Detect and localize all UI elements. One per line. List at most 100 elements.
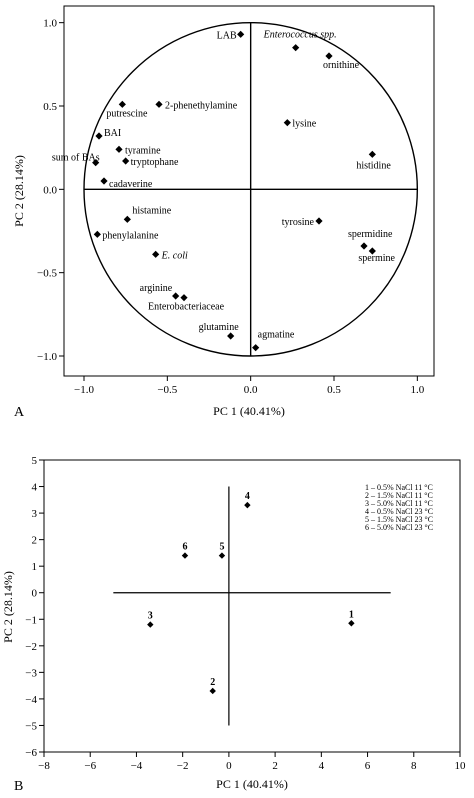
panel-a-point	[368, 150, 376, 158]
panel-a-point	[368, 247, 376, 255]
panel-a-x-axis-label: PC 1 (40.41%)	[213, 404, 285, 418]
panel-a-point-label: sum of BAs	[52, 153, 100, 164]
panel-b-x-axis-label: PC 1 (40.41%)	[216, 777, 288, 791]
panel-b-y-tick-label: 2	[32, 535, 38, 547]
panel-a-x-tick-label: 0.5	[327, 384, 341, 396]
panel-b-ticks	[39, 459, 461, 757]
panel-a-ticks	[59, 22, 418, 381]
panel-b-point-label: 1	[349, 609, 354, 620]
panel-b-point	[147, 621, 154, 628]
panel-a-x-tick-label: −1.0	[74, 384, 94, 396]
panel-b-point-label: 3	[148, 611, 153, 622]
panel-b-y-tick-label: 1	[32, 561, 38, 573]
panel-a-point	[172, 292, 180, 300]
panel-a-x-tick-label: −0.5	[157, 384, 177, 396]
panel-b-legend-entry: 3 – 5.0% NaCl 11 °C	[365, 499, 433, 508]
panel-b-y-tick-label: 4	[32, 482, 38, 494]
panel-b-y-tick-label: −2	[25, 641, 37, 653]
panel-b-point	[244, 501, 251, 509]
panel-b-plot-frame	[43, 459, 461, 753]
panel-b-legend-entry: 1 – 0.5% NaCl 11 °C	[365, 483, 433, 492]
panel-a-point-label: agmatine	[258, 330, 295, 341]
panel-a-points	[92, 30, 376, 352]
panel-b-y-axis-label: PC 2 (28.14%)	[1, 571, 15, 643]
panel-b-x-tick-label: −4	[131, 760, 143, 772]
panel-b-x-tick-label: −8	[38, 760, 50, 772]
panel-b-legend-entry: 4 – 0.5% NaCl 23 °C	[365, 507, 433, 516]
panel-a-y-tick-label: −1.0	[37, 351, 57, 363]
panel-b-point	[181, 552, 189, 559]
panel-a-x-tick-label: 0.0	[244, 384, 258, 396]
panel-b-y-tick-label: −1	[25, 614, 37, 626]
panel-b-x-tick-label: 0	[226, 760, 232, 772]
panel-b-x-tick-label: −6	[84, 760, 96, 772]
panel-a-y-tick-label: 0.0	[43, 184, 57, 196]
panel-a-x-tick-label: 1.0	[410, 384, 424, 396]
panel-a-point-label: Enterococcus spp.	[263, 30, 337, 41]
panel-a-point	[123, 215, 131, 223]
panel-a-point-label: E. coli	[161, 250, 188, 261]
panel-b-point-label: 4	[245, 491, 250, 502]
panel-a-y-tick-label: 0.5	[43, 101, 57, 113]
panel-a-point-label: tyrosine	[282, 217, 315, 228]
panel-a-point	[100, 177, 108, 185]
panel-b-legend-entry: 6 – 5.0% NaCl 23 °C	[365, 523, 433, 532]
panel-b-legend: 1 – 0.5% NaCl 11 °C2 – 1.5% NaCl 11 °C3 …	[365, 483, 433, 532]
panel-a-point-label: ornithine	[323, 60, 360, 71]
panel-b-x-tick-label: 6	[365, 760, 371, 772]
panel-b-point	[348, 620, 355, 627]
panel-a-y-tick-label: −0.5	[37, 268, 57, 280]
panel-a-point	[118, 100, 126, 108]
panel-b-point	[218, 552, 226, 559]
panel-b-y-tick-label: −3	[25, 667, 37, 679]
panel-a-point	[227, 332, 235, 340]
panel-a-point-label: glutamine	[199, 322, 240, 333]
panel-b-legend-entry: 2 – 1.5% NaCl 11 °C	[365, 491, 433, 500]
panel-b-x-tick-label: −2	[177, 760, 189, 772]
panel-a-point	[360, 242, 368, 250]
panel-b-point	[209, 687, 216, 695]
panel-a-point-label: BAI	[104, 128, 121, 139]
panel-a-point-labels: LAB Enterococcus spp. ornithine putrescine 2…	[52, 30, 396, 341]
panel-b-y-tick-label: 0	[32, 588, 38, 600]
panel-b-letter: B	[14, 779, 23, 794]
panel-a-point-label: tyramine	[125, 145, 161, 156]
panel-a-letter: A	[14, 405, 25, 420]
panel-a-point-label: tryptophane	[131, 157, 179, 168]
panel-a-point	[292, 44, 300, 52]
panel-a-y-tick-label: 1.0	[43, 18, 57, 30]
panel-b-y-tick-label: −4	[25, 694, 37, 706]
panel-b-y-tick-label: −6	[25, 747, 37, 759]
panel-a-point-label: histamine	[132, 205, 171, 216]
panel-b-point-label: 5	[219, 542, 224, 553]
panel-a-point	[115, 145, 123, 153]
panel-b-x-tick-label: 8	[411, 760, 417, 772]
panel-a-point-label: phenylalanine	[102, 230, 159, 241]
panel-b-y-tick-label: 5	[32, 455, 38, 467]
panel-a-point-label: Enterobacteriaceae	[148, 302, 225, 313]
panel-a-y-axis-label: PC 2 (28.14%)	[12, 155, 26, 227]
panel-b-point-label: 2	[210, 677, 215, 688]
panel-b-point-labels: 1 2 3 4 5 6	[148, 491, 354, 688]
panel-b-x-tick-label: 2	[272, 760, 278, 772]
panel-a-point-label: arginine	[140, 283, 173, 294]
panel-a-point-label: spermine	[358, 253, 395, 264]
panel-a-point	[122, 157, 130, 165]
panel-a-point	[93, 230, 101, 238]
panel-a-point-label: spermidine	[348, 229, 393, 240]
panel-a-point-label: LAB	[217, 30, 237, 41]
panel-a-point	[283, 119, 291, 127]
panel-a-plot-frame	[63, 5, 435, 377]
panel-a-point	[95, 132, 103, 140]
panel-b-y-tick-label: −5	[25, 720, 37, 732]
panel-b-x-tick-label: 10	[455, 760, 467, 772]
panel-a-point	[252, 344, 260, 352]
panel-a-point	[315, 217, 323, 225]
panel-a-point-label: 2-phenethylamine	[165, 100, 238, 111]
panel-a-point-label: cadaverine	[109, 179, 153, 190]
panel-a-tick-labels: −1.0 −0.5 0.0 0.5 1.0 1.0 0.5 0.0 −0.5 −1.0	[37, 18, 425, 396]
panel-a-point-label: putrescine	[106, 108, 148, 119]
panel-b-point-label: 6	[182, 542, 187, 553]
